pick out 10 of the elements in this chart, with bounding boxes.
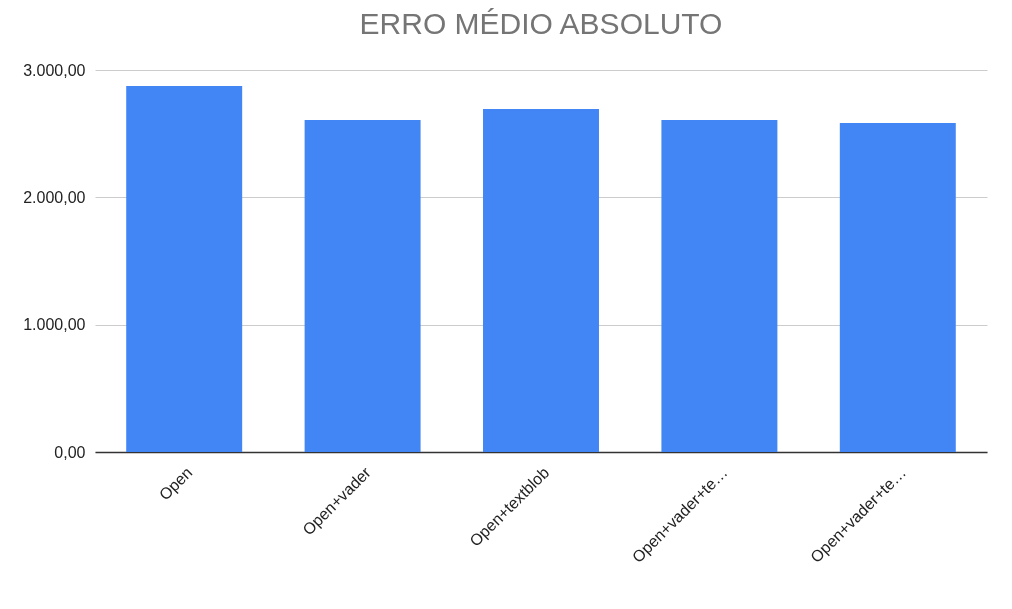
bar <box>483 108 599 452</box>
y-tick-label: 1.000,00 <box>23 316 86 334</box>
y-tick-label: 0,00 <box>54 443 86 461</box>
bar <box>304 120 421 452</box>
bar <box>126 86 243 452</box>
bar <box>839 122 956 452</box>
y-tick-label: 2.000,00 <box>23 188 86 206</box>
y-tick-label: 3.000,00 <box>23 61 86 79</box>
chart-title: ERRO MÉDIO ABSOLUTO <box>359 7 723 40</box>
bar <box>661 120 778 452</box>
